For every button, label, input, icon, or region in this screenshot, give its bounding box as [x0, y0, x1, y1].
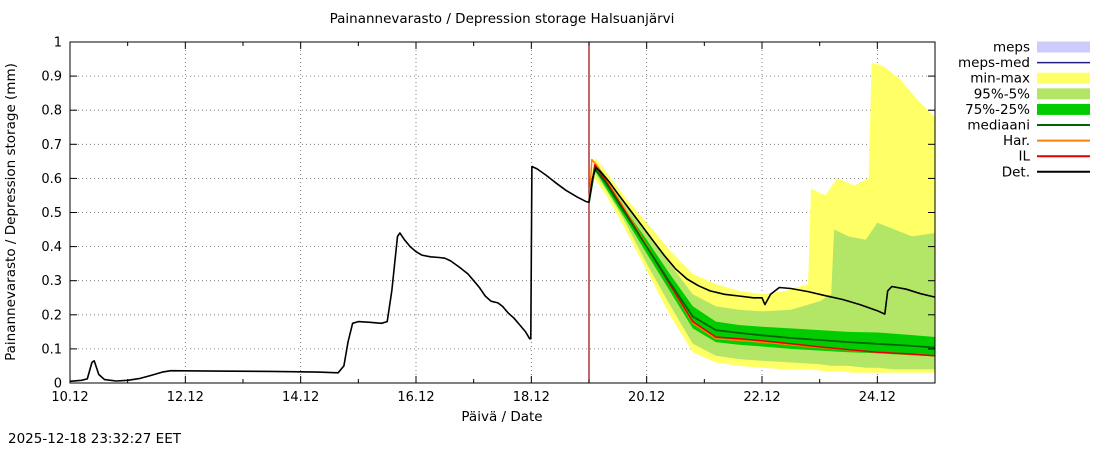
y-tick-label: 0.7	[41, 138, 62, 153]
x-tick-label: 12.12	[167, 390, 204, 405]
x-tick-label: 10.12	[51, 390, 88, 405]
legend-label-min-max: min-max	[970, 71, 1030, 87]
series-mediaani	[588, 167, 936, 349]
x-tick-label: 18.12	[513, 390, 550, 405]
timestamp: 2025-12-18 23:32:27 EET	[8, 431, 182, 447]
x-tick-label: 14.12	[282, 390, 319, 405]
y-tick-label: 0.4	[41, 240, 62, 255]
series-IL	[588, 164, 936, 357]
legend-label-mediaani: mediaani	[967, 118, 1030, 134]
y-tick-label: 0	[54, 377, 62, 392]
series-Det.	[69, 165, 936, 383]
legend: mepsmeps-medmin-max95%-5%75%-25%mediaani…	[958, 40, 1090, 180]
legend-entry-meps: meps	[993, 40, 1090, 56]
legend-swatch-75%-25%	[1037, 103, 1090, 115]
legend-swatch-95%-5%	[1037, 88, 1090, 100]
x-tick-label: 22.12	[743, 390, 780, 405]
y-tick-label: 0.8	[41, 104, 62, 119]
legend-entry-meps-med: meps-med	[958, 55, 1090, 71]
legend-swatch-meps	[1037, 41, 1090, 53]
legend-entry-IL: IL	[1018, 149, 1090, 165]
legend-label-meps: meps	[993, 40, 1030, 56]
legend-entry-Har.: Har.	[1003, 133, 1090, 149]
band-95%-5%	[589, 161, 935, 370]
y-axis-label: Painannevarasto / Depression storage (mm…	[3, 63, 19, 361]
legend-label-Det.: Det.	[1002, 164, 1030, 180]
band-75%-25%	[589, 164, 935, 357]
legend-entry-mediaani: mediaani	[967, 118, 1090, 134]
y-tick-label: 0.1	[41, 342, 62, 357]
legend-label-meps-med: meps-med	[958, 55, 1030, 71]
legend-label-75%-25%: 75%-25%	[965, 102, 1030, 118]
y-tick-label: 0.6	[41, 172, 62, 187]
x-tick-label: 20.12	[628, 390, 665, 405]
y-tick-label: 1	[54, 36, 62, 51]
y-tick-label: 0.5	[41, 206, 62, 221]
y-tick-label: 0.3	[41, 274, 62, 289]
legend-swatch-min-max	[1037, 72, 1090, 84]
legend-entry-Det.: Det.	[1002, 164, 1090, 180]
axis-layer: 10.12 12.12 14.12 16.12 18.12 20.12 22.12 24.12…	[41, 36, 936, 405]
legend-entry-75%-25%: 75%-25%	[965, 102, 1090, 118]
x-axis-label: Päivä / Date	[461, 409, 542, 425]
legend-label-95%-5%: 95%-5%	[974, 86, 1030, 102]
grid-layer	[70, 42, 935, 383]
legend-entry-min-max: min-max	[970, 71, 1090, 87]
x-tick-label: 24.12	[859, 390, 896, 405]
chart-title: Painannevarasto / Depression storage Hal…	[330, 11, 675, 27]
legend-label-Har.: Har.	[1003, 133, 1030, 149]
y-tick-label: 0.2	[41, 308, 62, 323]
legend-entry-95%-5%: 95%-5%	[974, 86, 1090, 102]
series-layer	[69, 158, 936, 383]
y-tick-label: 0.9	[41, 70, 62, 85]
x-tick-label: 16.12	[397, 390, 434, 405]
legend-label-IL: IL	[1018, 149, 1030, 165]
